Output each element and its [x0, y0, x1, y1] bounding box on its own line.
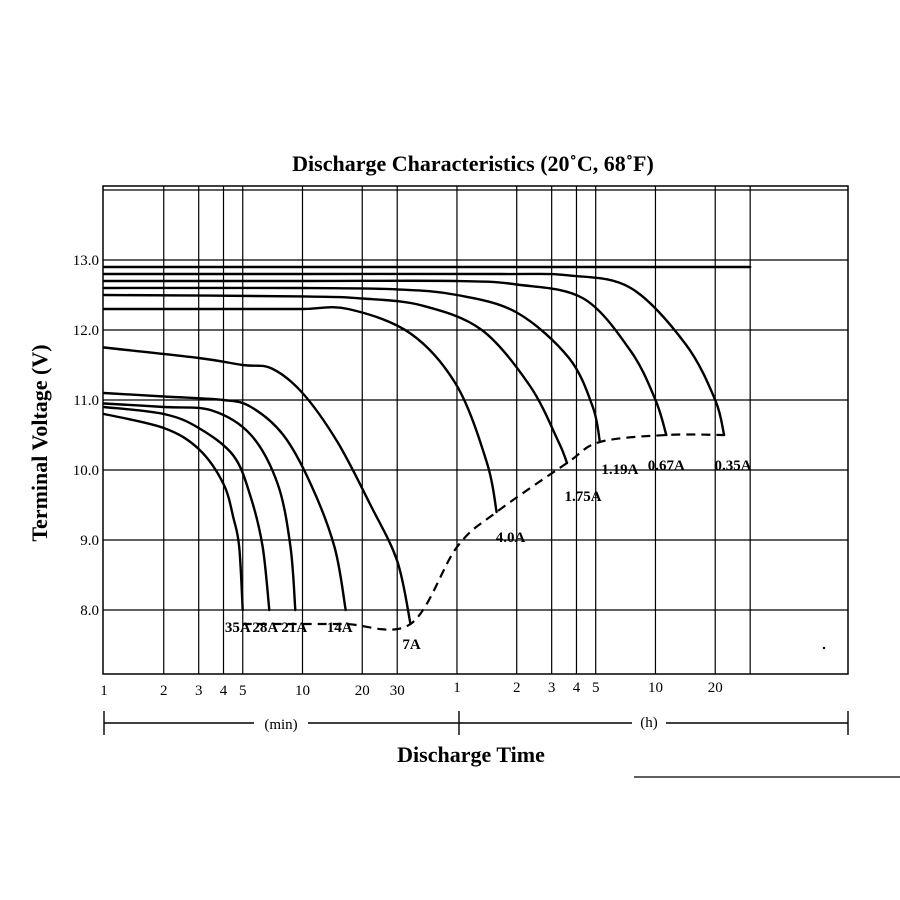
x-tick-label-min: 4	[220, 683, 228, 699]
y-tick-label: 13.0	[73, 253, 99, 269]
x-tick-label-hour: 5	[592, 680, 600, 696]
series-label-4-0a: 4.0A	[496, 530, 526, 546]
x-tick-label-hour: 10	[648, 680, 663, 696]
y-axis: 13.0 12.0 11.0 10.0 9.0 8.0	[73, 253, 99, 619]
series-line-0-35a	[102, 272, 726, 437]
x-tick-label-hour: 20	[708, 680, 723, 696]
chart-title: Discharge Characteristics (20˚C, 68˚F)	[292, 151, 654, 176]
series-line-4-0a	[102, 305, 498, 514]
x-tick-label-hour: 1	[453, 680, 461, 696]
x-tick-label-min: 10	[295, 683, 310, 699]
series-label-14a: 14A	[327, 620, 353, 636]
series-label-0-35a: 0.35A	[715, 458, 752, 474]
series-label-7a: 7A	[402, 637, 421, 653]
x-tick-label-hour: 2	[513, 680, 521, 696]
end-voltage-line	[242, 433, 725, 631]
y-tick-label: 8.0	[80, 603, 99, 619]
speck	[822, 646, 826, 650]
series-line-35a	[102, 412, 244, 612]
series-label-21a: 21A	[281, 620, 307, 636]
series-line-1-19a	[102, 286, 602, 444]
series-label-28a: 28A	[252, 620, 278, 636]
x-tick-label-min: 2	[160, 683, 168, 699]
series-label-35a: 35A	[225, 620, 251, 636]
y-tick-label: 9.0	[80, 533, 99, 549]
series-line-1-75a	[102, 293, 569, 465]
y-tick-label: 12.0	[73, 323, 99, 339]
series-label-1-19a: 1.19A	[601, 462, 638, 478]
y-tick-label: 11.0	[73, 393, 99, 409]
x-tick-label-min: 3	[195, 683, 203, 699]
y-tick-label: 10.0	[73, 463, 99, 479]
x-tick-label-min: 1	[100, 683, 108, 699]
x-tick-label-min: 30	[390, 683, 405, 699]
time-range-bar	[103, 711, 849, 735]
hours-unit-label: (h)	[640, 715, 658, 731]
series-line-21a	[102, 402, 297, 612]
series-group	[102, 265, 752, 631]
x-tick-label-hour: 4	[573, 680, 581, 696]
x-tick-label-min: 20	[355, 683, 370, 699]
y-axis-label: Terminal Voltage (V)	[27, 344, 52, 541]
series-label-1-75a: 1.75A	[564, 489, 601, 505]
x-axis-label: Discharge Time	[397, 742, 545, 767]
x-tick-label-min: 5	[239, 683, 247, 699]
series-line-14a	[102, 391, 347, 612]
series-line-0-67a	[102, 279, 668, 437]
x-axis: 1 2 3 4 5 10 20 30 1 2 3 4 5 10 20	[100, 680, 722, 699]
plot-frame	[102, 185, 849, 675]
minutes-unit-label: (min)	[264, 717, 297, 733]
series-label-0-67a: 0.67A	[648, 458, 685, 474]
series-line-28a	[102, 405, 271, 612]
x-tick-label-hour: 3	[548, 680, 556, 696]
series-line-7a	[102, 346, 412, 626]
